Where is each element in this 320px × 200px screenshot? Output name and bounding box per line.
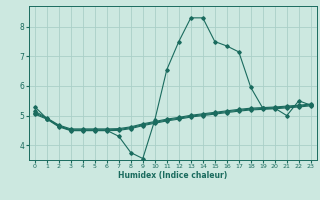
X-axis label: Humidex (Indice chaleur): Humidex (Indice chaleur) — [118, 171, 228, 180]
